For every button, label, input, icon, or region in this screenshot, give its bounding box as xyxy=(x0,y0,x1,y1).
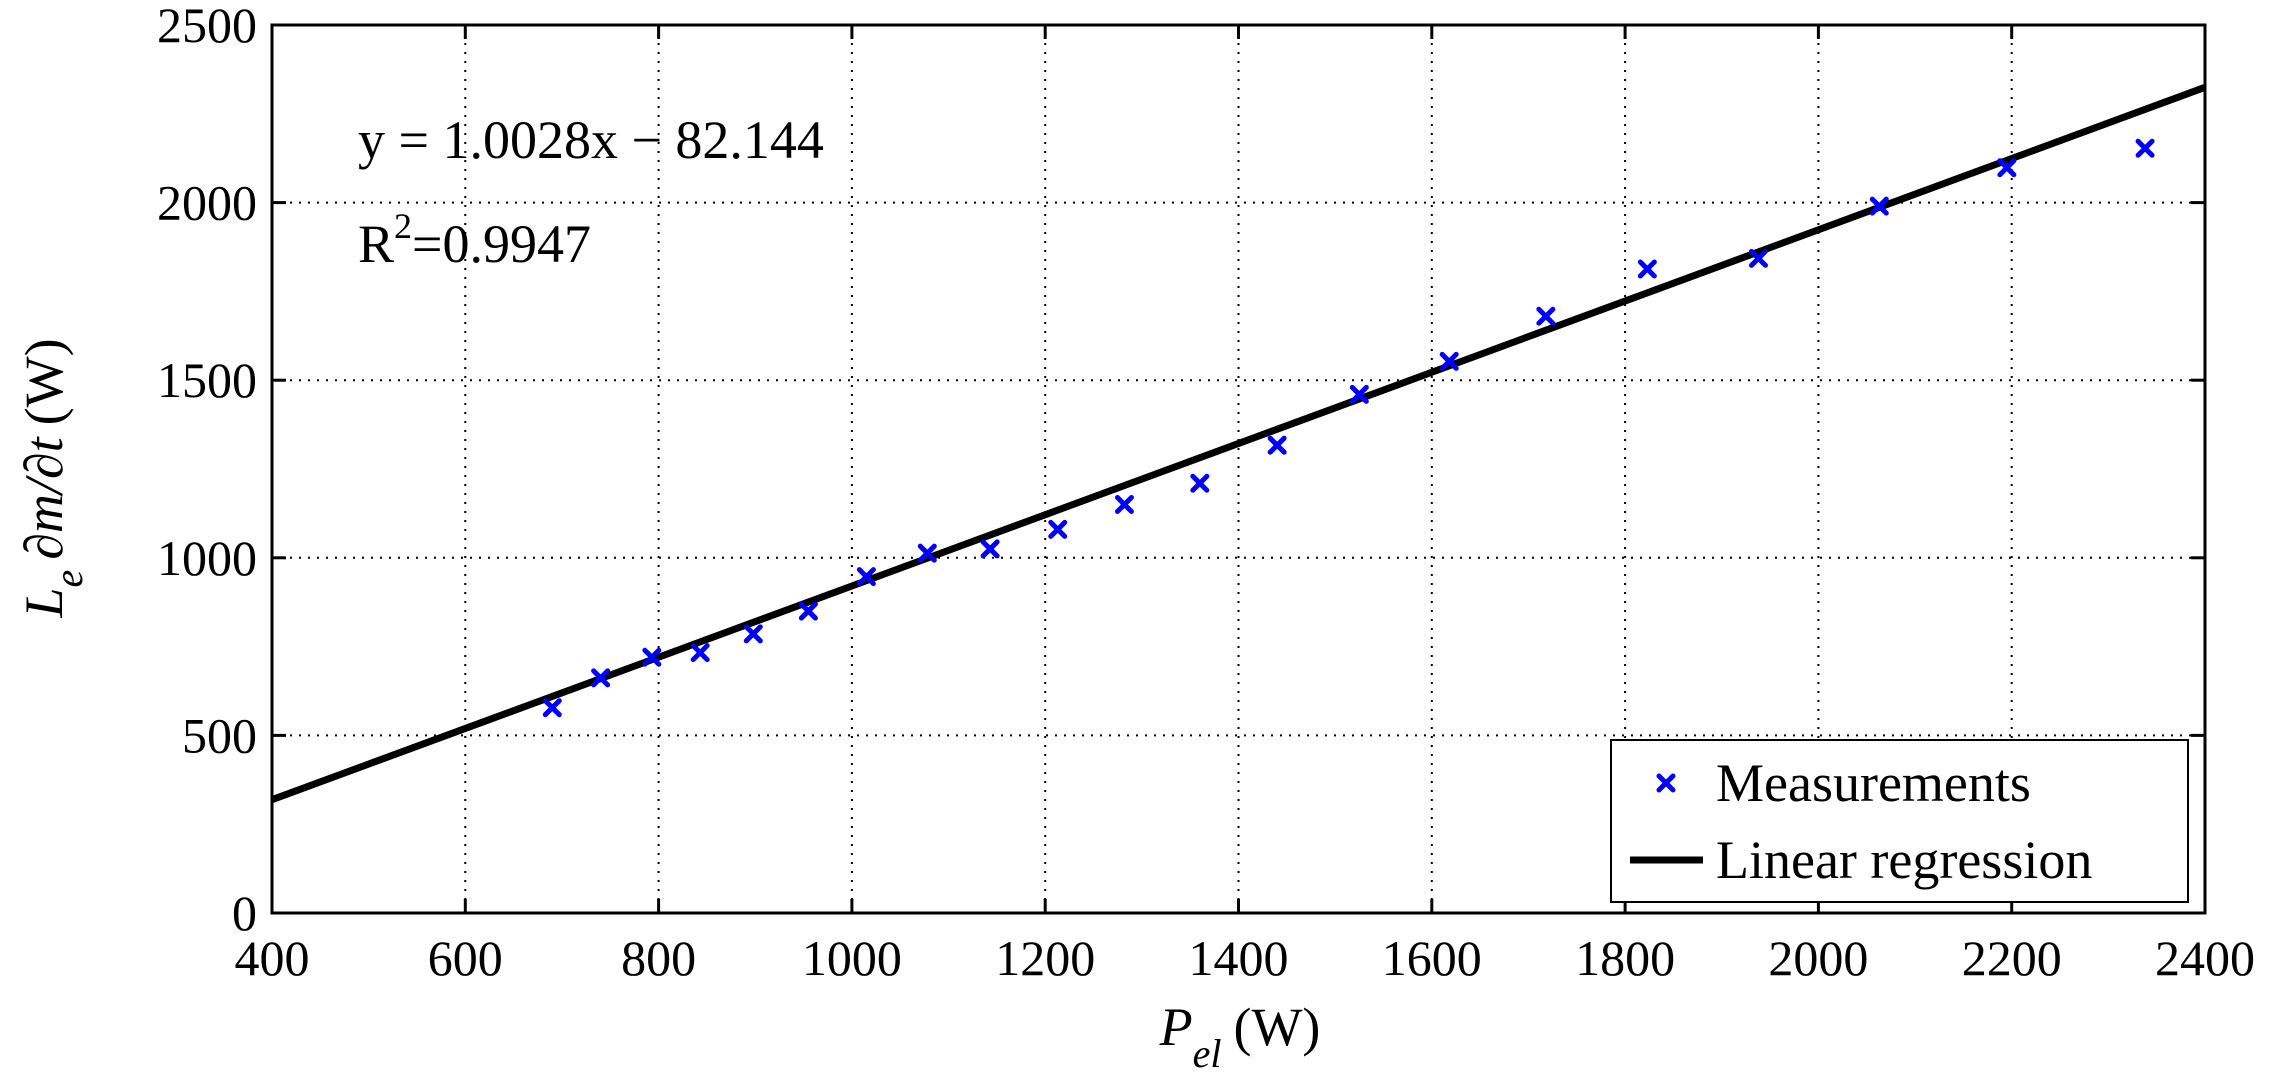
x-tick-label: 2400 xyxy=(2155,930,2255,986)
x-tick-label: 1800 xyxy=(1575,930,1675,986)
measurement-point xyxy=(1869,196,1889,216)
measurement-point xyxy=(1997,158,2017,178)
plot-frame xyxy=(270,23,2207,915)
legend-measurements-marker xyxy=(1656,773,1676,793)
measurement-point xyxy=(690,643,710,663)
y-axis-title-sub: e xyxy=(46,570,91,588)
y-axis-title-derivative: ∂m/∂t xyxy=(14,435,74,559)
equation-annotation: y = 1.0028x − 82.144 R2=0.9947 xyxy=(358,110,824,274)
y-tick-label: 0 xyxy=(232,885,257,941)
measurement-point xyxy=(1439,351,1459,371)
measurement-point xyxy=(2135,138,2155,158)
measurement-point xyxy=(1637,259,1657,279)
x-tick-label: 400 xyxy=(235,930,310,986)
measurement-point xyxy=(980,539,1000,559)
x-axis-title-sub: el xyxy=(1193,1031,1222,1076)
r-squared: R2=0.9947 xyxy=(358,206,591,274)
measurement-point xyxy=(917,543,937,563)
x-axis-title-main: P xyxy=(1159,997,1193,1057)
regression-equation: y = 1.0028x − 82.144 xyxy=(358,110,824,170)
measurement-point xyxy=(856,567,876,587)
svg-text:Pel(W): Pel (W) xyxy=(1159,997,1321,1076)
measurement-point xyxy=(542,698,562,718)
x-axis-title-unit: (W) xyxy=(1233,997,1320,1057)
x-tick-label: 1400 xyxy=(1189,930,1289,986)
measurement-point xyxy=(1748,248,1768,268)
x-tick-label: 1600 xyxy=(1382,930,1482,986)
legend-measurements-label: Measurements xyxy=(1716,753,2031,813)
x-tick-label: 1200 xyxy=(995,930,1095,986)
axes: 400 600 800 1000 1200 1400 1600 1800 2000 2200 240… xyxy=(157,0,2255,986)
svg-text:Le∂m/∂t(W): Le ∂m/∂t (W) xyxy=(14,338,91,618)
y-tick-label: 500 xyxy=(182,707,257,763)
x-axis-title: Pel (W) xyxy=(1159,997,1321,1076)
measurement-point xyxy=(1190,473,1210,493)
measurement-point xyxy=(1536,306,1556,326)
measurement-point xyxy=(1114,495,1134,515)
y-axis-title-unit: (W) xyxy=(14,338,74,425)
legend-x-marker xyxy=(1656,773,1676,793)
y-tick-label: 1500 xyxy=(157,352,257,408)
x-tick-label: 2200 xyxy=(1962,930,2062,986)
y-axis-title-main: L xyxy=(14,588,74,619)
legend-box xyxy=(1610,739,2189,903)
x-tick-label: 1000 xyxy=(802,930,902,986)
measurement-point xyxy=(591,668,611,688)
r-squared-prefix: R xyxy=(358,214,394,274)
measurement-point xyxy=(642,647,662,667)
y-axis-title: Le ∂m/∂t (W) xyxy=(14,338,91,618)
measurement-point xyxy=(743,624,763,644)
y-tick-label: 2500 xyxy=(157,0,257,53)
measurement-points xyxy=(542,138,2155,718)
x-tick-label: 800 xyxy=(621,930,696,986)
r-squared-superscript: 2 xyxy=(394,206,412,246)
x-tick-label: 600 xyxy=(428,930,503,986)
r-squared-value: =0.9947 xyxy=(412,214,591,274)
legend: Measurements Linear regression xyxy=(1610,739,2189,903)
measurement-point xyxy=(1349,384,1369,404)
x-tick-label: 2000 xyxy=(1768,930,1868,986)
measurement-point xyxy=(1048,519,1068,539)
measurement-point xyxy=(1267,435,1287,455)
y-tick-label: 1000 xyxy=(157,530,257,586)
y-tick-label: 2000 xyxy=(157,175,257,231)
measurement-point xyxy=(798,601,818,621)
legend-regression-label: Linear regression xyxy=(1716,830,2092,890)
